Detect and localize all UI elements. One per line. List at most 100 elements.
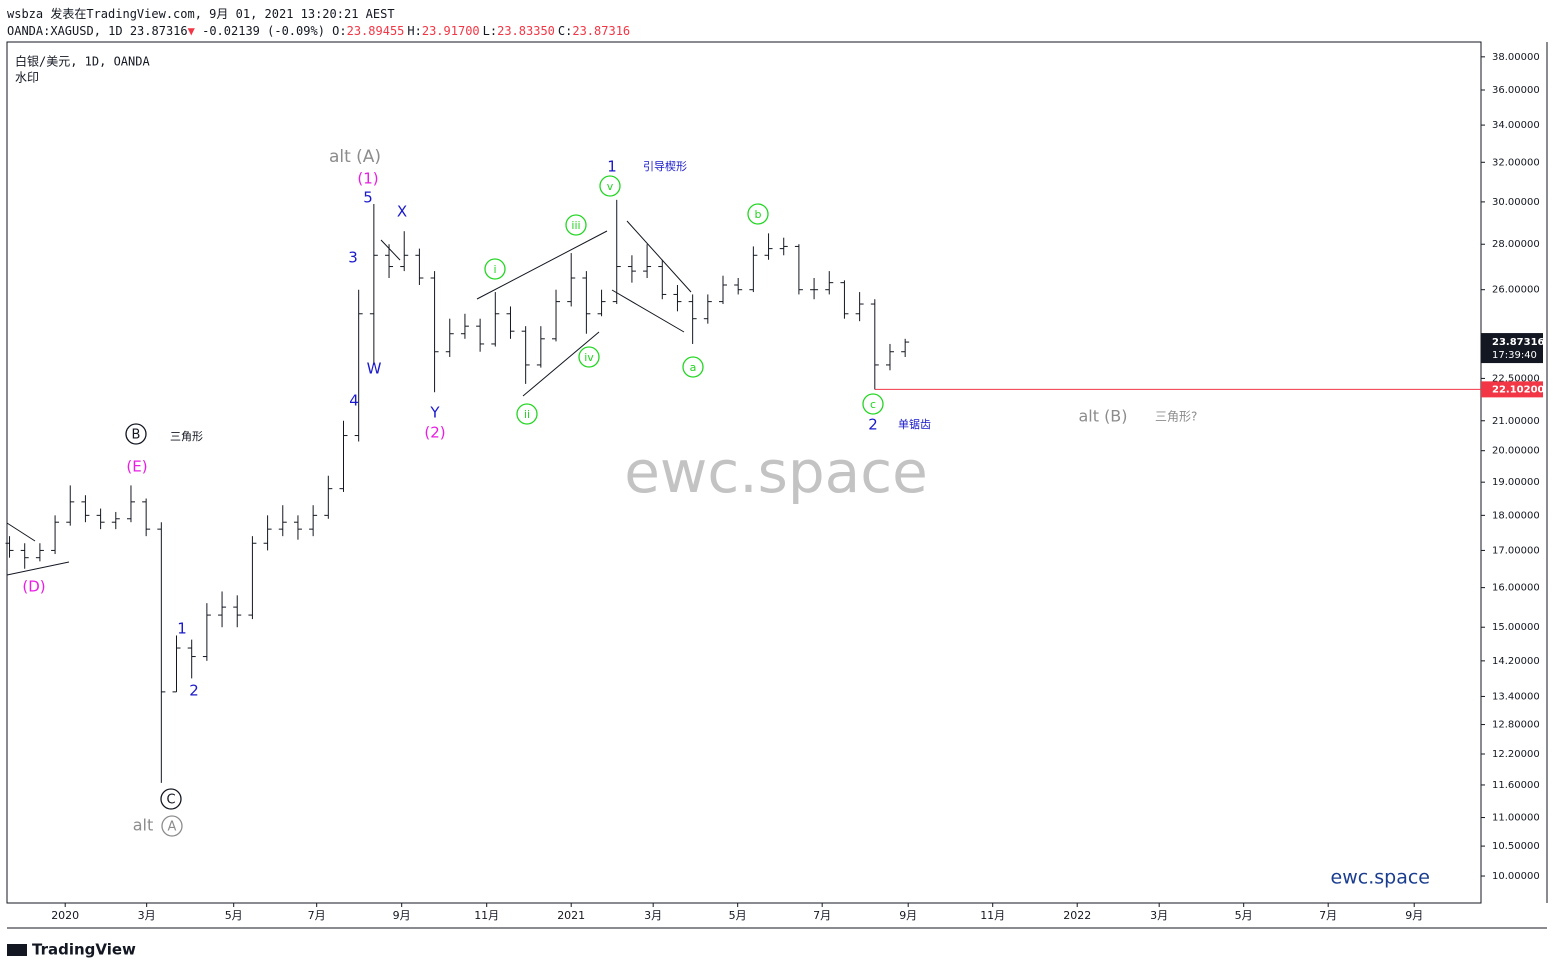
y-tick-label: 26.00000 [1492,285,1540,296]
x-tick-label: 2022 [1063,909,1091,922]
x-tick-label: 11月 [980,909,1005,922]
annotation: (E) [126,458,147,476]
x-tick-label: 2021 [557,909,585,922]
annotation-circle [747,203,769,225]
x-tick-label: 3月 [644,909,662,922]
annotation: 三角形 [170,430,203,443]
annotation: alt [133,816,154,835]
x-tick-label: 9月 [1405,909,1423,922]
countdown-label: 17:39:40 [1492,350,1537,361]
annotation: C [166,793,175,808]
legend-title: 白银/美元, 1D, OANDA [15,54,150,69]
annotation-circle [160,788,182,810]
x-tick-label: 3月 [1150,909,1168,922]
x-tick-label: 7月 [813,909,831,922]
y-tick-label: 19.00000 [1492,477,1540,488]
trend-line [626,220,692,293]
x-tick-label: 3月 [138,909,156,922]
x-tick-label: 5月 [729,909,747,922]
annotation-circle [599,175,621,197]
hline-label-box [1481,381,1543,398]
annotation: 引导楔形 [643,159,687,173]
trend-line [6,561,70,576]
trend-line [380,239,401,261]
annotation: W [367,360,382,378]
trend-line [522,331,600,397]
annotation: b [755,208,762,221]
annotation-circle [484,258,506,280]
x-tick-label: 7月 [308,909,326,922]
y-tick-label: 11.60000 [1492,780,1540,791]
annotation: (1) [357,170,378,188]
y-tick-label: 16.00000 [1492,583,1540,594]
y-tick-label: 36.00000 [1492,85,1540,96]
x-tick-label: 9月 [393,909,411,922]
y-tick-label: 10.00000 [1492,871,1540,882]
ohlc-value: 23.87316 [572,24,631,38]
annotation: X [397,203,407,221]
y-tick-label: 30.00000 [1492,197,1540,208]
annotation: 2 [189,682,199,700]
annotation: 3 [348,249,358,267]
ohlc-value: 23.91700 [421,24,480,38]
plot-frame [6,41,1482,904]
y-tick-label: 38.00000 [1492,52,1540,63]
annotation: iii [571,219,580,232]
symbol-line: OANDA:XAGUSD, 1D 23.87316▼ -0.02139 (-0.… [7,23,633,40]
y-tick-label: 10.50000 [1492,841,1540,852]
annotation: 单锯齿 [898,417,931,431]
annotation-circle [578,346,600,368]
annotation: 5 [363,189,373,207]
change: -0.02139 (-0.09%) [202,24,325,38]
y-tick-label: 20.00000 [1492,446,1540,457]
annotation-circle [516,403,538,425]
y-tick-label: 12.80000 [1492,720,1540,731]
y-tick-label: 18.00000 [1492,510,1540,521]
y-tick-label: 12.20000 [1492,749,1540,760]
footer-brand: TradingView [32,941,136,959]
y-tick-label: 22.50000 [1492,373,1540,384]
legend-subtitle: 水印 [15,71,39,85]
annotation: B [132,428,141,443]
ohlc-label: O: [332,24,347,38]
x-tick-label: 9月 [899,909,917,922]
brand-mark: ewc.space [1331,867,1430,889]
y-tick-label: 21.00000 [1492,416,1540,427]
annotation: 1 [177,620,187,638]
annotation: (2) [424,424,445,442]
annotation: Y [429,404,440,422]
annotation: A [168,820,177,835]
annotation: 4 [349,392,359,410]
x-tick-label: 5月 [1235,909,1253,922]
annotation: alt (B) [1078,407,1127,426]
ohlc-label: C: [557,24,573,38]
last-price-label: 23.87316 [1492,337,1545,348]
y-tick-label: 17.00000 [1492,545,1540,556]
annotation: i [493,263,496,276]
annotation-circle [161,815,183,837]
annotation: alt (A) [329,147,381,167]
ohlc-value: 23.83350 [497,24,555,38]
y-tick-label: 11.00000 [1492,813,1540,824]
ohlc-label: L: [482,24,498,38]
y-tick-label: 15.00000 [1492,622,1540,633]
annotation: 三角形? [1155,410,1197,424]
ohlc: O:23.89455 H:23.91700 L:23.83350 C:23.87316 [332,24,633,38]
annotation: c [870,398,876,411]
annotation: 1 [607,158,617,176]
annotation-circle [862,393,884,415]
trend-line [6,522,36,542]
annotation: iv [584,351,594,364]
annotation-circle [565,214,587,236]
x-tick-label: 7月 [1319,909,1337,922]
footer-logo [7,944,27,956]
annotation: ii [524,408,530,421]
x-tick-label: 5月 [225,909,243,922]
y-tick-label: 14.20000 [1492,656,1540,667]
ohlc-label: H: [407,24,422,38]
watermark: ewc.space [624,438,928,506]
y-tick-label: 28.00000 [1492,239,1540,250]
change-arrow: ▼ [187,24,195,38]
